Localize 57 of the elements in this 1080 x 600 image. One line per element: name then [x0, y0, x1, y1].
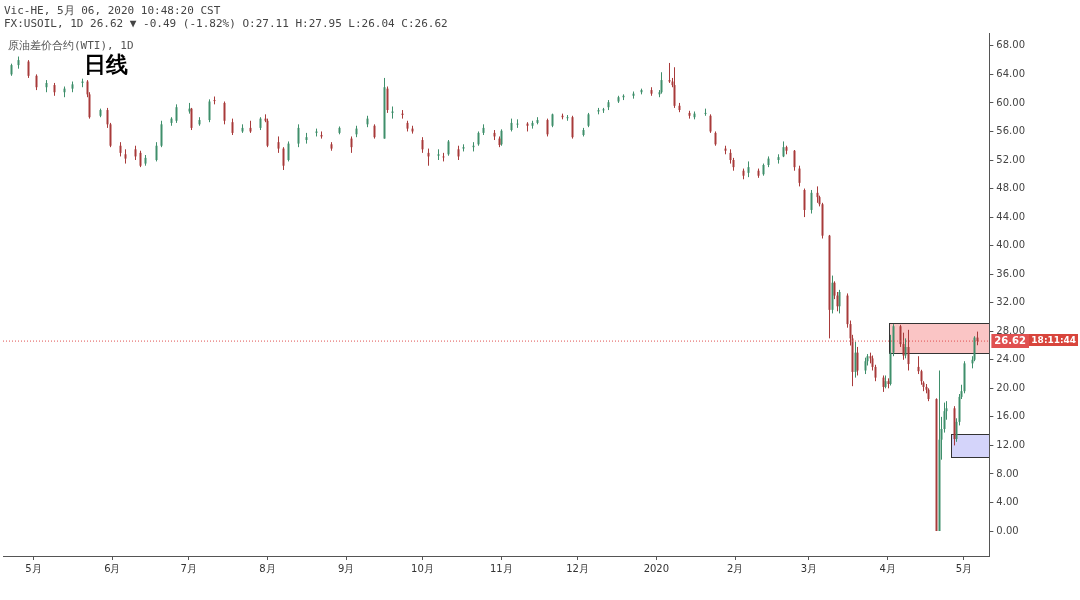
y-tick-label: 52.00	[996, 153, 1026, 165]
y-tick-label: 28.00	[996, 324, 1026, 336]
candlestick	[160, 120, 163, 148]
x-tick-label: 4月	[879, 562, 896, 574]
y-tick-label: 56.00	[996, 125, 1026, 137]
y-tick-label: 48.00	[996, 182, 1026, 194]
candlestick	[391, 105, 394, 120]
x-tick-label: 6月	[104, 562, 121, 574]
candlestick	[668, 62, 671, 84]
x-tick-label: 5月	[955, 562, 973, 574]
candlestick	[208, 98, 211, 123]
candlestick	[386, 86, 389, 114]
y-tick-label: 36.00	[996, 267, 1026, 279]
candlestick	[297, 123, 300, 148]
candlestick	[793, 149, 796, 172]
y-tick-label: 4.00	[996, 496, 1019, 508]
y-tick-label: 0.00	[996, 524, 1019, 536]
candlestick	[282, 146, 285, 171]
x-tick-label: 2020	[643, 562, 670, 574]
candlestick	[854, 341, 857, 379]
y-tick-label: 68.00	[996, 39, 1026, 51]
candlestick	[810, 189, 813, 215]
candlestick	[709, 113, 712, 134]
x-tick-label: 10月	[411, 562, 434, 574]
x-tick-label: 3月	[800, 562, 818, 574]
y-tick-label: 32.00	[996, 296, 1026, 308]
y-tick-label: 12.00	[996, 439, 1026, 450]
candlestick	[803, 188, 806, 218]
y-tick-label: 24.00	[996, 353, 1026, 365]
x-tick-label: 9月	[338, 562, 355, 574]
x-tick-label: 7月	[180, 562, 197, 574]
text: 18:11:44	[1029, 334, 1079, 347]
ref-line-label: 26.62	[994, 334, 1027, 346]
candlestick	[287, 140, 290, 162]
candlestick	[660, 71, 663, 95]
text: 原油差价合约(WTI), 1D	[8, 38, 134, 53]
x-tick-label: 5月	[25, 562, 42, 574]
candlestick	[907, 329, 910, 371]
x-tick-label: 12月	[566, 562, 589, 574]
x-tick-label: 2月	[726, 562, 744, 574]
candlestick	[798, 165, 801, 187]
annotation: 日线	[84, 51, 128, 79]
x-tick-label: 8月	[259, 562, 276, 574]
y-tick-label: 60.00	[996, 96, 1026, 108]
x-tick-label: 11月	[489, 562, 513, 574]
text: Vic-HE, 5月 06, 2020 10:48:20 CST	[4, 3, 221, 18]
candlestick	[571, 115, 574, 140]
candlestick	[175, 103, 178, 124]
y-tick-label: 16.00	[996, 410, 1026, 422]
y-tick-label: 20.00	[996, 381, 1026, 393]
y-tick-label: 8.00	[996, 467, 1019, 479]
y-tick-label: 44.00	[996, 210, 1026, 222]
candlestick	[155, 141, 158, 162]
y-tick-label: 64.00	[996, 67, 1026, 79]
chart-subtitle: FX:USOIL, 1D 26.62 ▼ -0.49 (-1.82%) O:27.11 H:27.95 L:26.04 C:26.62	[4, 17, 448, 30]
y-tick-label: 40.00	[996, 239, 1026, 251]
candlestick	[223, 101, 226, 125]
